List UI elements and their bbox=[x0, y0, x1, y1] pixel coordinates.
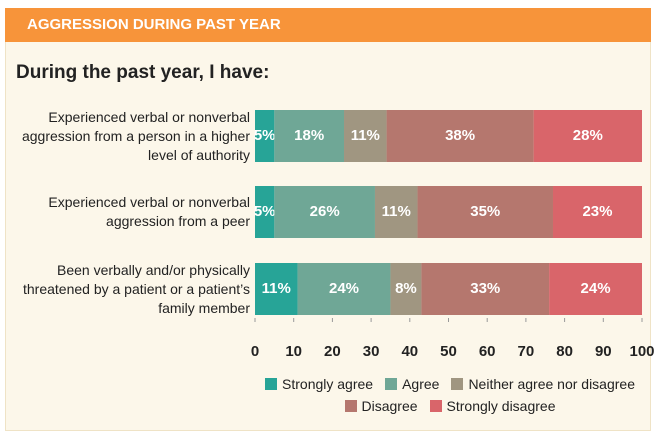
legend-swatch bbox=[385, 378, 398, 390]
x-tick-label: 10 bbox=[285, 343, 302, 360]
value-label: 5% bbox=[254, 127, 276, 144]
category-label: Experienced verbal or nonverbal aggressi… bbox=[21, 108, 250, 163]
legend-item: Strongly disagree bbox=[429, 398, 556, 414]
value-label: 5% bbox=[254, 203, 276, 220]
legend-swatch bbox=[429, 400, 442, 412]
bar-segment bbox=[417, 186, 553, 238]
bar-segment bbox=[297, 263, 391, 315]
legend-swatch bbox=[451, 378, 464, 390]
x-tick-label: 100 bbox=[629, 343, 654, 360]
bar-segment bbox=[255, 186, 275, 238]
bar-segment bbox=[274, 110, 345, 162]
legend-item: Strongly agree bbox=[265, 376, 373, 392]
legend-item: Neither agree nor disagree bbox=[451, 376, 635, 392]
legend-item: Agree bbox=[385, 376, 439, 392]
x-tick-label: 80 bbox=[556, 343, 573, 360]
value-label: 24% bbox=[329, 280, 359, 297]
x-tick-label: 40 bbox=[401, 343, 418, 360]
legend-label: Neither agree nor disagree bbox=[468, 376, 635, 392]
x-tick-label: 20 bbox=[324, 343, 341, 360]
bar-segment bbox=[344, 110, 387, 162]
legend-swatch bbox=[265, 378, 278, 390]
value-label: 18% bbox=[294, 127, 324, 144]
value-label: 11% bbox=[351, 127, 380, 144]
category-label: Been verbally and/or physically threaten… bbox=[22, 261, 250, 316]
bar-segment bbox=[533, 110, 642, 162]
bar-segment bbox=[374, 186, 418, 238]
legend-label: Disagree bbox=[361, 398, 418, 414]
value-label: 38% bbox=[445, 127, 475, 144]
subtitle: During the past year, I have: bbox=[16, 62, 270, 83]
legend-label: Agree bbox=[402, 376, 440, 392]
bar-segment bbox=[390, 263, 422, 315]
legend-label: Strongly disagree bbox=[446, 398, 556, 414]
x-tick-label: 50 bbox=[440, 343, 457, 360]
value-label: 23% bbox=[582, 203, 612, 220]
bar-segment bbox=[255, 263, 298, 315]
bar-segment bbox=[552, 186, 642, 238]
value-label: 26% bbox=[310, 203, 340, 220]
legend-item: Disagree bbox=[344, 398, 418, 414]
value-label: 8% bbox=[395, 280, 417, 297]
x-tick-label: 60 bbox=[479, 343, 496, 360]
legend-label: Strongly agree bbox=[282, 376, 374, 392]
value-label: 35% bbox=[470, 203, 500, 220]
value-label: 24% bbox=[581, 280, 611, 297]
value-label: 33% bbox=[470, 280, 500, 297]
legend: Strongly agree Agree Neither agree nor dis… bbox=[250, 376, 650, 414]
legend-swatch bbox=[344, 400, 357, 412]
bar-segment bbox=[255, 110, 275, 162]
bar-segment bbox=[386, 110, 534, 162]
bar-segment bbox=[274, 186, 375, 238]
value-label: 28% bbox=[573, 127, 603, 144]
value-label: 11% bbox=[382, 203, 411, 220]
header: AGGRESSION DURING PAST YEAR bbox=[5, 8, 651, 42]
x-tick-label: 30 bbox=[363, 343, 380, 360]
x-tick-label: 0 bbox=[251, 343, 259, 360]
category-label: Experienced verbal or nonverbal aggressi… bbox=[48, 194, 250, 229]
value-label: 11% bbox=[262, 280, 291, 297]
bar-segment bbox=[549, 263, 642, 315]
x-tick-label: 70 bbox=[518, 343, 535, 360]
bar-segment bbox=[421, 263, 550, 315]
x-tick-label: 90 bbox=[595, 343, 612, 360]
